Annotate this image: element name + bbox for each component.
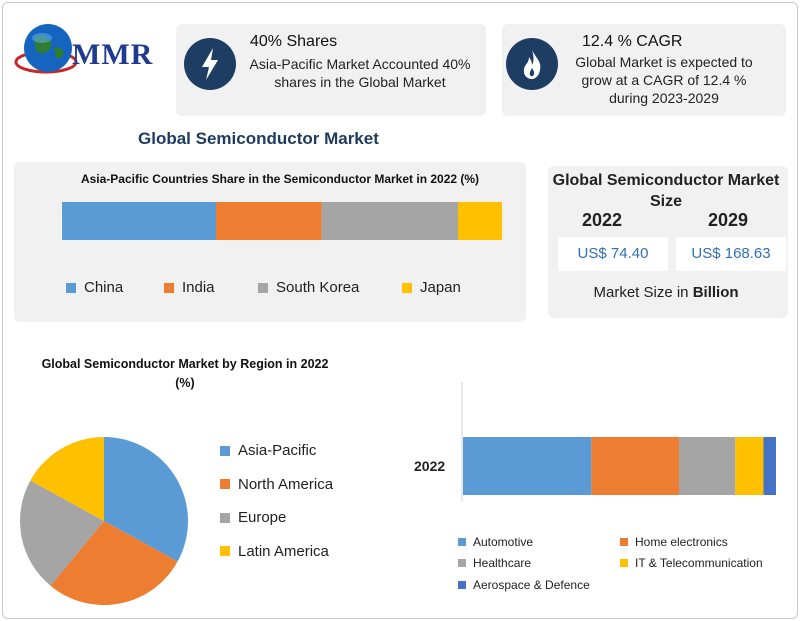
legend-swatch <box>620 538 628 546</box>
year-2029: 2029 <box>708 210 749 230</box>
globe-icon <box>14 24 78 74</box>
legend-label: Latin America <box>238 542 329 560</box>
bar-segment-aerospace-defence <box>763 437 776 495</box>
legend-swatch <box>220 546 230 556</box>
bar-segment-home-electronics <box>591 437 679 495</box>
legend-swatch <box>402 282 412 293</box>
legend-label: IT & Telecommunication <box>635 556 763 570</box>
application-stacked-bar <box>461 382 776 502</box>
bar-segment-it-telecommunication <box>735 437 764 495</box>
market-size-2029-value: US$ 168.63 <box>676 237 786 271</box>
legend-label: Healthcare <box>473 556 532 570</box>
legend-label: Automotive <box>473 535 534 549</box>
legend-item-europe: Europe <box>220 509 286 526</box>
bar-segment-india <box>216 202 322 240</box>
legend-item-japan: Japan <box>402 279 461 296</box>
pie-slice-asia-pacific <box>104 437 189 562</box>
legend-item-south-korea: South Korea <box>258 279 359 296</box>
asia-pacific-share-card <box>14 162 526 322</box>
legend-item-china: China <box>66 279 123 296</box>
application-bar-year-label: 2022 <box>414 458 446 474</box>
mmr-logo <box>14 18 174 88</box>
legend-item-latin-america: Latin America <box>220 543 329 560</box>
lightning-icon <box>184 38 236 90</box>
legend-label: China <box>84 279 124 296</box>
logo-text: MMR <box>72 38 154 71</box>
legend-swatch <box>220 479 230 489</box>
market-size-2022-value: US$ 74.40 <box>558 237 668 271</box>
flame-icon <box>506 38 558 90</box>
legend-swatch <box>66 282 76 293</box>
legend-label: Europe <box>238 509 287 526</box>
kpi-text-cagr: Global Market is expected to grow at a C… <box>575 54 753 106</box>
legend-item-it-telecommunication: IT & Telecommunication <box>620 556 763 570</box>
legend-item-aerospace-defence: Aerospace & Defence <box>458 578 590 592</box>
legend-item-automotive: Automotive <box>458 535 533 549</box>
market-size-title: Global Semiconductor Market Size <box>552 172 780 210</box>
bar-segment-china <box>62 202 216 240</box>
legend-label: South Korea <box>276 279 360 296</box>
legend-item-home-electronics: Home electronics <box>620 535 728 549</box>
legend-label: Home electronics <box>635 535 728 549</box>
legend-swatch <box>458 559 466 567</box>
market-size-unit-prefix: Market Size in <box>593 284 693 301</box>
legend-swatch <box>220 512 230 523</box>
legend-swatch <box>458 581 466 589</box>
legend-label: Asia-Pacific <box>238 442 317 459</box>
region-chart-title: Global Semiconductor Market by Region in… <box>41 357 329 390</box>
legend-swatch <box>220 445 230 456</box>
market-size-unit-bold: Billion <box>692 284 739 301</box>
kpi-title-shares: 40% Shares <box>250 33 338 50</box>
market-size-unit: Market Size in Billion <box>548 284 784 301</box>
legend-swatch <box>620 559 628 567</box>
legend-item-north-america: North America <box>220 476 333 493</box>
legend-swatch <box>164 282 174 293</box>
asia-pacific-stacked-bar <box>62 202 502 240</box>
year-2022: 2022 <box>582 210 623 230</box>
bar-segment-south-korea <box>321 202 458 240</box>
region-pie-chart <box>20 437 189 605</box>
legend-swatch <box>458 538 466 546</box>
pie-slice-latin-america <box>30 437 104 521</box>
asia-pacific-chart-title: Asia-Pacific Countries Share in the Semi… <box>80 172 480 186</box>
bar-segment-japan <box>458 202 502 240</box>
kpi-title-cagr: 12.4 % CAGR <box>582 33 683 50</box>
legend-label: North America <box>238 475 334 493</box>
pie-slice-europe <box>20 480 105 586</box>
pie-slice-north-america <box>50 521 178 605</box>
bar-segment-healthcare <box>678 437 736 495</box>
legend-label: India <box>182 279 215 296</box>
bar-segment-automotive <box>463 437 592 495</box>
legend-label: Japan <box>420 279 461 296</box>
legend-swatch <box>258 282 268 293</box>
kpi-text-shares: Asia-Pacific Market Accounted 40% shares… <box>249 56 471 90</box>
legend-label: Aerospace & Defence <box>473 578 590 592</box>
legend-item-india: India <box>164 279 215 296</box>
legend-item-healthcare: Healthcare <box>458 556 531 570</box>
legend-item-asia-pacific: Asia-Pacific <box>220 442 316 459</box>
page-title: Global Semiconductor Market <box>138 129 379 148</box>
